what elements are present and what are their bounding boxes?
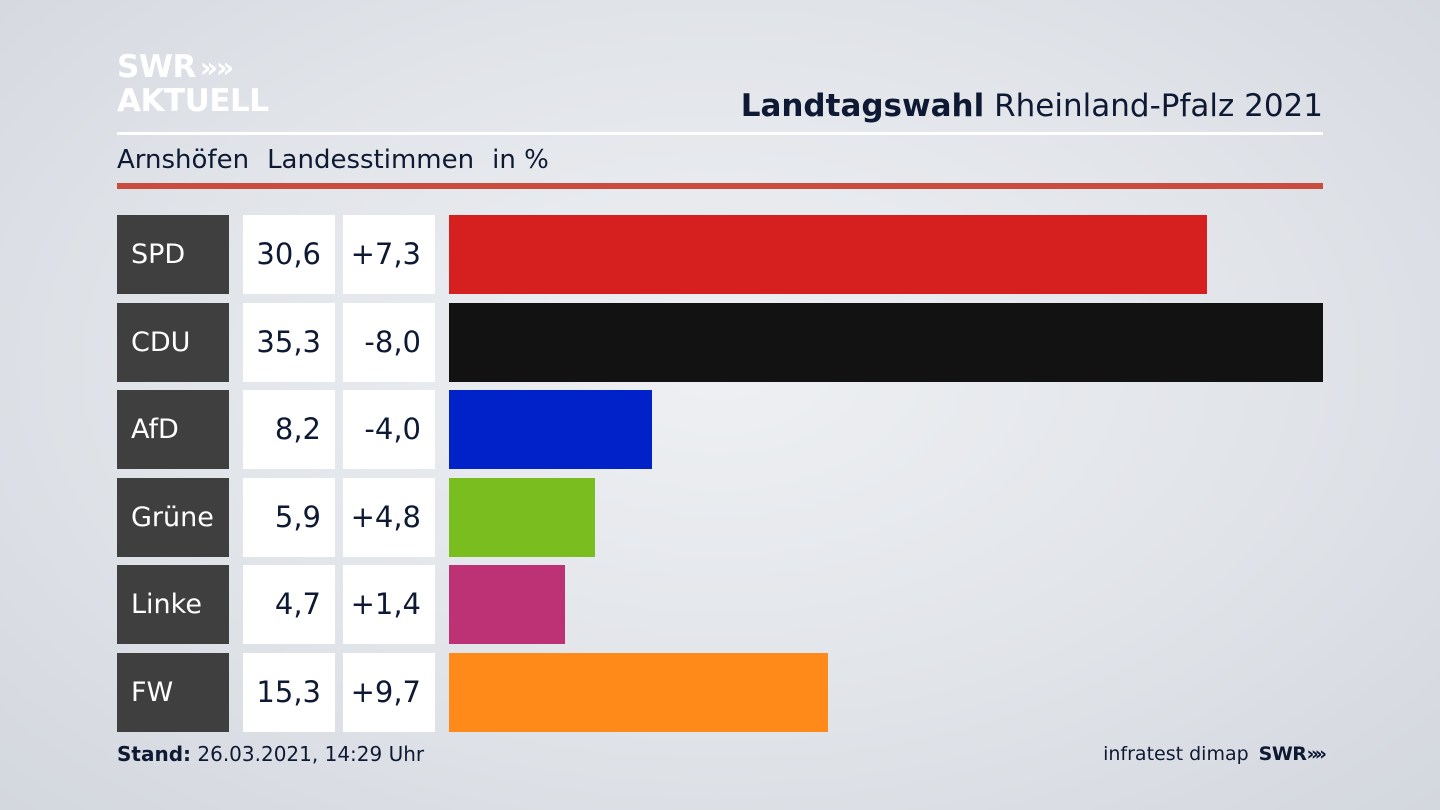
vote-share-value: 5,9 xyxy=(243,478,335,557)
vote-change-value: +4,8 xyxy=(343,478,435,557)
vote-share-bar xyxy=(449,653,828,732)
timestamp-value: 26.03.2021, 14:29 Uhr xyxy=(191,742,425,766)
vote-share-bar xyxy=(449,215,1207,294)
timestamp: Stand: 26.03.2021, 14:29 Uhr xyxy=(117,740,424,768)
header-divider xyxy=(117,132,1323,135)
vote-share-value: 35,3 xyxy=(243,303,335,382)
vote-share-bar xyxy=(449,565,565,644)
subtitle-divider xyxy=(117,183,1323,189)
vote-share-value: 8,2 xyxy=(243,390,335,469)
logo-chevron-icon: » xyxy=(199,51,218,84)
vote-change-value: +1,4 xyxy=(343,565,435,644)
party-label: Grüne xyxy=(117,478,229,557)
logo-aktuell-text: AKTUELL xyxy=(117,83,269,119)
logo-swr-text: SWR xyxy=(117,49,196,85)
page-title: Landtagswahl Rheinland-Pfalz 2021 xyxy=(741,86,1323,126)
chart-row: Grüne 5,9 +4,8 xyxy=(117,478,1323,557)
subtitle-place: Arnshöfen xyxy=(117,145,250,175)
vote-change-value: -8,0 xyxy=(343,303,435,382)
footer-chevron-icon: » xyxy=(1314,743,1327,765)
swr-aktuell-logo: SWR»» AKTUELL xyxy=(117,52,269,117)
vote-share-value: 15,3 xyxy=(243,653,335,732)
vote-share-value: 4,7 xyxy=(243,565,335,644)
chart-row: CDU 35,3 -8,0 xyxy=(117,303,1323,382)
title-rest-part: Rheinland-Pfalz 2021 xyxy=(984,88,1323,124)
vote-change-value: +7,3 xyxy=(343,215,435,294)
party-label: FW xyxy=(117,653,229,732)
chart-subtitle: Arnshöfen Landesstimmen in % xyxy=(117,142,567,178)
subtitle-vote-type: Landesstimmen xyxy=(267,145,475,175)
vote-change-value: +9,7 xyxy=(343,653,435,732)
vote-share-value: 30,6 xyxy=(243,215,335,294)
vote-change-value: -4,0 xyxy=(343,390,435,469)
vote-share-bar xyxy=(449,478,595,557)
source-credit: infratest dimap SWR»» xyxy=(1103,740,1327,768)
chart-row: FW 15,3 +9,7 xyxy=(117,653,1323,732)
vote-share-bar xyxy=(449,303,1323,382)
chart-row: AfD 8,2 -4,0 xyxy=(117,390,1323,469)
party-label: SPD xyxy=(117,215,229,294)
vote-share-bar xyxy=(449,390,652,469)
title-bold-part: Landtagswahl xyxy=(740,88,985,124)
footer-swr-logo: SWR xyxy=(1258,743,1307,765)
chart-row: SPD 30,6 +7,3 xyxy=(117,215,1323,294)
party-label: AfD xyxy=(117,390,229,469)
logo-line-1: SWR»» xyxy=(117,52,269,86)
party-label: Linke xyxy=(117,565,229,644)
footer-chevron-icon: » xyxy=(1306,743,1318,765)
chart-row: Linke 4,7 +1,4 xyxy=(117,565,1323,644)
party-label: CDU xyxy=(117,303,229,382)
subtitle-unit: in % xyxy=(492,145,549,175)
timestamp-label: Stand: xyxy=(117,742,192,766)
logo-chevron-icon: » xyxy=(216,51,234,84)
source-name: infratest dimap xyxy=(1103,743,1249,765)
